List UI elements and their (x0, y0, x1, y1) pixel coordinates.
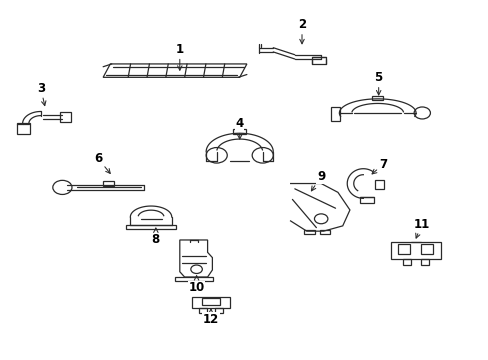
Bar (304, 230, 314, 234)
Bar (175, 277, 213, 281)
Bar (330, 107, 340, 121)
Text: 7: 7 (371, 158, 387, 174)
Bar (319, 230, 329, 234)
Bar (126, 225, 176, 229)
Bar (17, 123, 30, 134)
Bar (232, 129, 246, 134)
Text: 3: 3 (37, 82, 46, 105)
Bar (359, 197, 373, 203)
Bar (191, 297, 230, 309)
Text: 9: 9 (311, 170, 325, 191)
Text: 11: 11 (413, 217, 429, 238)
Text: 2: 2 (297, 18, 305, 44)
Bar (60, 112, 70, 122)
Bar (420, 259, 428, 265)
Text: 1: 1 (175, 43, 183, 70)
Bar (375, 180, 383, 189)
Bar (214, 309, 223, 313)
Text: 4: 4 (235, 117, 244, 139)
Text: 6: 6 (94, 152, 110, 174)
Bar (397, 243, 409, 254)
Bar (199, 309, 207, 313)
Bar (371, 96, 383, 100)
Bar (402, 259, 410, 265)
Bar (420, 243, 432, 254)
Text: 5: 5 (374, 71, 382, 95)
Text: 12: 12 (203, 309, 219, 326)
Bar (311, 57, 325, 64)
Bar (390, 242, 440, 259)
Text: 10: 10 (188, 276, 204, 294)
Bar (202, 298, 219, 305)
Bar (103, 181, 113, 186)
Text: 8: 8 (151, 228, 160, 247)
